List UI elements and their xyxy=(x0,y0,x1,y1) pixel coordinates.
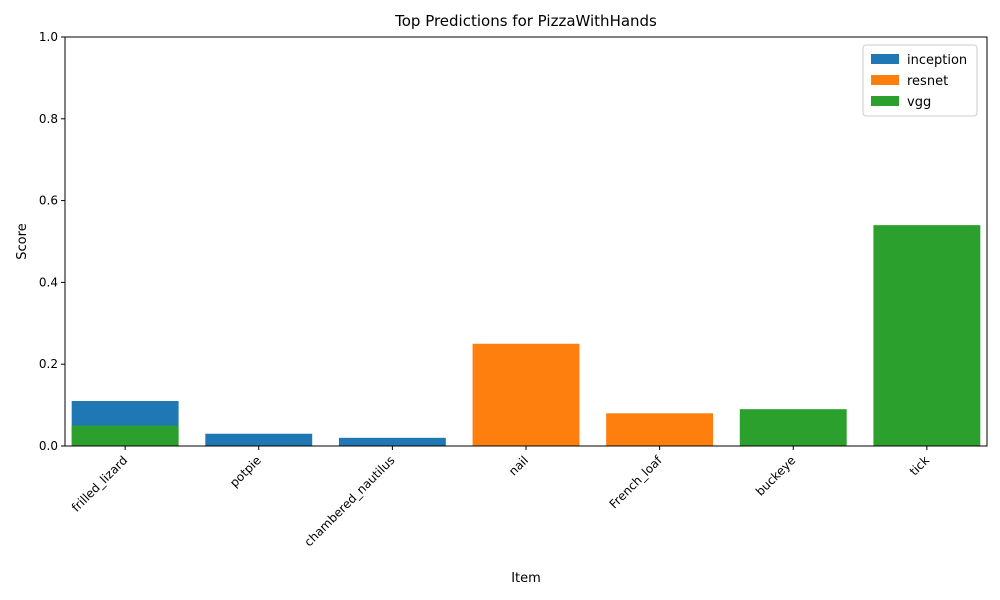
bar-resnet-nail xyxy=(472,343,580,446)
y-tick-label: 0.2 xyxy=(39,357,58,371)
x-tick-label: French_loaf xyxy=(607,453,666,512)
y-axis-title: Score xyxy=(15,223,30,259)
y-tick-label: 1.0 xyxy=(39,30,58,44)
plot-frame xyxy=(64,36,988,447)
y-tick-label: 0.4 xyxy=(39,275,58,289)
bars-layer xyxy=(71,225,981,446)
legend: inception resnet vgg xyxy=(862,44,978,117)
x-axis-title: Item xyxy=(511,571,541,586)
x-tick-label: frilled_lizard xyxy=(69,453,130,514)
legend-swatch-inception xyxy=(871,54,899,64)
bar-vgg-buckeye xyxy=(739,409,847,446)
bar-resnet-French_loaf xyxy=(606,413,714,446)
y-tick-label: 0.6 xyxy=(39,194,58,208)
y-axis-ticks: 0.0 0.2 0.4 0.6 0.8 1.0 xyxy=(39,30,65,453)
bar-vgg-tick xyxy=(873,225,981,446)
y-tick-label: 0.0 xyxy=(39,439,58,453)
legend-swatch-resnet xyxy=(871,75,899,85)
bar-vgg-frilled_lizard xyxy=(71,425,179,446)
legend-label-inception: inception xyxy=(907,53,967,68)
x-tick-label: tick xyxy=(907,453,932,478)
y-tick-label: 0.8 xyxy=(39,112,58,126)
legend-label-resnet: resnet xyxy=(907,74,948,89)
x-tick-label: buckeye xyxy=(753,453,798,498)
x-axis-ticks: frilled_lizard potpie chambered_nautilus na… xyxy=(69,446,932,549)
x-tick-label: nail xyxy=(506,453,531,478)
legend-swatch-vgg xyxy=(871,96,899,106)
x-tick-label: potpie xyxy=(227,453,264,490)
bar-inception-potpie xyxy=(205,433,313,446)
legend-label-vgg: vgg xyxy=(907,95,931,110)
x-tick-label: chambered_nautilus xyxy=(302,453,398,549)
chart-title: Top Predictions for PizzaWithHands xyxy=(394,12,657,30)
bar-inception-chambered_nautilus xyxy=(338,437,446,446)
